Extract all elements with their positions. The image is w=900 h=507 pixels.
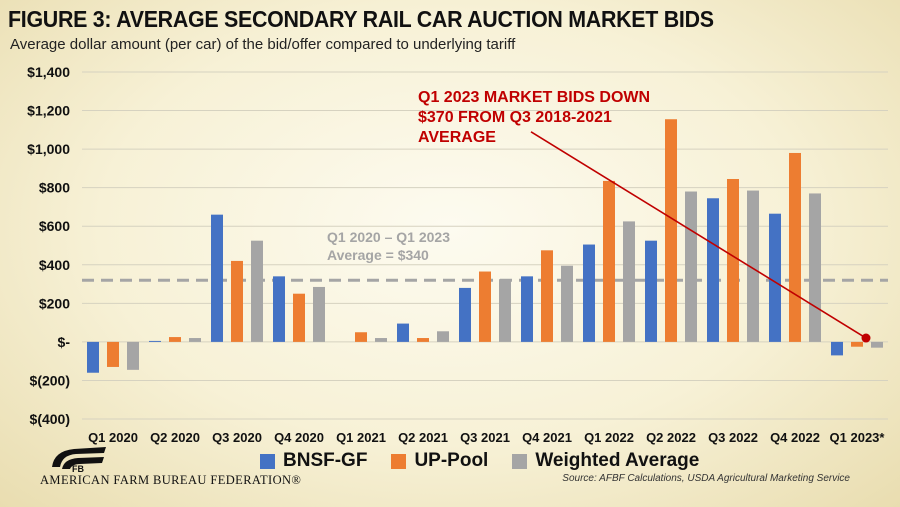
bar-bnsf-gf-6 [459, 287, 471, 342]
y-axis: $(400) $(200) $- $200 $400 $600 $800 $1,000 $1,2… [27, 64, 70, 427]
bar-weighted-average-4 [375, 338, 387, 342]
legend-label-up: UP-Pool [414, 450, 489, 471]
chart-subtitle: Average dollar amount (per car) of the b… [10, 36, 516, 53]
legend-label-weighted: Weighted Average [535, 450, 700, 471]
y-tick-label: $1,400 [27, 64, 70, 80]
annotation: Q1 2023 MARKET BIDS DOWN $370 FROM Q3 201… [418, 89, 871, 343]
bar-up-pool-9 [665, 119, 677, 342]
bar-bnsf-gf-8 [583, 244, 595, 342]
x-tick-label: Q2 2022 [646, 430, 696, 445]
bar-weighted-average-2 [251, 240, 263, 342]
bar-bnsf-gf-10 [707, 198, 719, 342]
x-tick-label: Q4 2021 [522, 430, 572, 445]
bar-bnsf-gf-0 [87, 341, 99, 373]
x-tick-label: Q3 2022 [708, 430, 758, 445]
bar-weighted-average-10 [747, 190, 759, 342]
bar-bnsf-gf-7 [521, 276, 533, 342]
bar-weighted-average-12 [871, 341, 883, 348]
bar-up-pool-0 [107, 341, 119, 367]
x-axis: Q1 2020 Q2 2020 Q3 2020 Q4 2020 Q1 2021 Q2 20… [88, 430, 885, 445]
y-tick-label: $1,200 [27, 103, 70, 119]
bar-weighted-average-7 [561, 265, 573, 342]
legend-swatch-weighted [512, 453, 528, 469]
chart-title: FIGURE 3: AVERAGE SECONDARY RAIL CAR AUC… [8, 6, 714, 32]
y-tick-label: $(400) [30, 411, 70, 427]
x-tick-label: Q1 2020 [88, 430, 138, 445]
x-tick-label: Q1 2023* [830, 430, 886, 445]
bar-bnsf-gf-11 [769, 213, 781, 342]
bar-bnsf-gf-2 [211, 214, 223, 342]
y-tick-label: $(200) [30, 372, 70, 388]
org-name: AMERICAN FARM BUREAU FEDERATION® [40, 473, 302, 487]
annotation-text-line: $370 FROM Q3 2018-2021 [418, 109, 612, 126]
x-tick-label: Q1 2022 [584, 430, 634, 445]
legend-item-weighted: Weighted Average [512, 450, 699, 472]
x-tick-label: Q4 2020 [274, 430, 324, 445]
annotation-arrow-line [530, 131, 867, 339]
bar-bnsf-gf-5 [397, 323, 409, 342]
average-label-line1: Q1 2020 – Q1 2023 [327, 229, 450, 245]
bar-up-pool-3 [293, 293, 305, 342]
y-tick-label: $- [58, 334, 71, 350]
logo-letters: FB [72, 464, 84, 473]
x-tick-label: Q3 2021 [460, 430, 510, 445]
bar-bnsf-gf-3 [273, 276, 285, 342]
y-tick-label: $400 [39, 257, 70, 273]
y-tick-label: $800 [39, 180, 70, 196]
bar-weighted-average-6 [499, 279, 511, 342]
bar-weighted-average-9 [685, 191, 697, 342]
bar-weighted-average-1 [189, 338, 201, 342]
bar-weighted-average-0 [127, 341, 139, 370]
bar-up-pool-12 [851, 341, 863, 347]
bar-up-pool-2 [231, 260, 243, 342]
bar-up-pool-1 [169, 337, 181, 342]
legend-swatch-bnsf [260, 453, 275, 469]
x-tick-label: Q3 2020 [212, 430, 262, 445]
bar-up-pool-7 [541, 250, 553, 342]
y-tick-label: $600 [39, 218, 70, 234]
bars [87, 119, 883, 373]
bar-weighted-average-8 [623, 221, 635, 342]
legend-item-bnsf: BNSF-GF [260, 450, 367, 472]
afbf-logo: FB AMERICAN FARM BUREAU FEDERATION® [40, 445, 330, 487]
bar-up-pool-8 [603, 180, 615, 342]
afbf-logo-icon: FB [52, 447, 106, 473]
annotation-text-line: Q1 2023 MARKET BIDS DOWN [418, 89, 650, 106]
bar-up-pool-10 [727, 178, 739, 342]
legend-swatch-up [391, 453, 407, 469]
legend: BNSF-GF UP-Pool Weighted Average [260, 449, 699, 473]
bar-weighted-average-3 [313, 286, 325, 342]
x-tick-label: Q1 2021 [336, 430, 386, 445]
y-tick-label: $200 [39, 295, 70, 311]
bar-bnsf-gf-12 [831, 341, 843, 356]
bar-weighted-average-11 [809, 193, 821, 342]
bar-up-pool-11 [789, 152, 801, 342]
average-label-line2: Average = $340 [327, 247, 429, 263]
bar-up-pool-4 [355, 332, 367, 342]
source-note: Source: AFBF Calculations, USDA Agricult… [562, 473, 850, 484]
legend-label-bnsf: BNSF-GF [283, 450, 368, 471]
annotation-arrow-dot [861, 333, 871, 343]
bar-weighted-average-5 [437, 331, 449, 342]
bar-bnsf-gf-1 [149, 340, 161, 342]
bar-up-pool-5 [417, 338, 429, 342]
y-tick-label: $1,000 [27, 141, 70, 157]
x-tick-label: Q2 2021 [398, 430, 448, 445]
x-tick-label: Q2 2020 [150, 430, 200, 445]
x-tick-label: Q4 2022 [770, 430, 820, 445]
bar-up-pool-6 [479, 271, 491, 342]
annotation-text-line: AVERAGE [418, 129, 496, 146]
bar-bnsf-gf-9 [645, 240, 657, 342]
legend-item-up: UP-Pool [391, 450, 488, 472]
